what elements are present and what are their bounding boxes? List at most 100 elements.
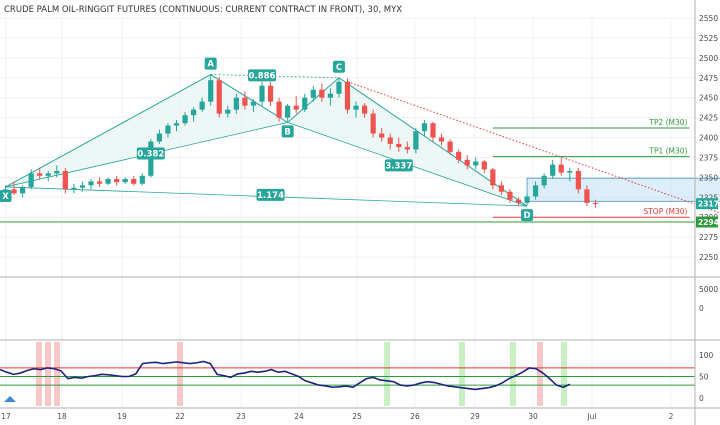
candle-body[interactable] xyxy=(550,164,556,176)
osc-highlight-red xyxy=(177,342,183,406)
price-tick-label: 2500 xyxy=(699,54,718,63)
candle-body[interactable] xyxy=(507,191,513,200)
price-tick-label: 2350 xyxy=(699,173,718,182)
candle-body[interactable] xyxy=(233,97,239,110)
candle-body[interactable] xyxy=(20,186,26,194)
candle-body[interactable] xyxy=(156,133,162,142)
time-tick-label: Jul xyxy=(586,412,596,421)
candle-body[interactable] xyxy=(96,181,103,184)
candle-body[interactable] xyxy=(88,181,94,186)
price-tick-label: 2525 xyxy=(699,34,718,43)
price-tag xyxy=(696,216,718,228)
ratio-badge xyxy=(256,188,285,201)
candle-body[interactable] xyxy=(105,178,111,184)
candle-body[interactable] xyxy=(28,173,34,187)
candle-body[interactable] xyxy=(250,101,257,106)
price-tick-label: 2400 xyxy=(699,134,718,143)
candle-body[interactable] xyxy=(421,123,428,132)
osc-tick-label: 0 xyxy=(699,394,704,403)
candle-body[interactable] xyxy=(533,185,539,197)
time-tick-label: 25 xyxy=(352,412,362,421)
candle-body[interactable] xyxy=(387,137,393,144)
candle-body[interactable] xyxy=(515,199,522,203)
time-tick-label: 22 xyxy=(175,412,185,421)
candle-body[interactable] xyxy=(267,85,274,102)
candle-body[interactable] xyxy=(45,173,51,176)
candle-body[interactable] xyxy=(216,80,222,114)
ratio-label: 1.174 xyxy=(257,191,284,201)
candle-body[interactable] xyxy=(319,89,325,98)
candle-body[interactable] xyxy=(413,131,419,150)
candle-body[interactable] xyxy=(302,97,308,110)
osc-highlight-green xyxy=(459,342,465,406)
candle-body[interactable] xyxy=(344,81,351,110)
candle-body[interactable] xyxy=(456,151,462,160)
candle-body[interactable] xyxy=(242,97,248,106)
candle-body[interactable] xyxy=(362,105,368,114)
candle-body[interactable] xyxy=(276,101,282,118)
candle-body[interactable] xyxy=(225,109,231,114)
candle-body[interactable] xyxy=(524,196,530,203)
candle-body[interactable] xyxy=(131,178,137,184)
candle-body[interactable] xyxy=(293,105,299,110)
candle-body[interactable] xyxy=(379,133,385,138)
candle-body[interactable] xyxy=(11,189,17,194)
candle-body[interactable] xyxy=(464,159,470,166)
candle-body[interactable] xyxy=(592,202,599,204)
candle-body[interactable] xyxy=(575,171,581,190)
candle-body[interactable] xyxy=(62,171,68,190)
stop-level-label: STOP (M30) xyxy=(643,207,687,216)
candle-body[interactable] xyxy=(353,105,359,110)
candle-body[interactable] xyxy=(558,164,564,173)
candle-body[interactable] xyxy=(447,141,453,152)
time-tick-label: 24 xyxy=(294,412,304,421)
time-tick-label: 19 xyxy=(117,412,127,421)
candle-body[interactable] xyxy=(541,175,547,186)
candle-body[interactable] xyxy=(336,81,342,94)
candle-body[interactable] xyxy=(310,89,316,98)
volume-tick-label: 0 xyxy=(699,304,704,313)
candle-body[interactable] xyxy=(79,185,86,188)
ratio-badge xyxy=(384,159,413,172)
candle-body[interactable] xyxy=(208,80,214,102)
candle-body[interactable] xyxy=(396,143,402,148)
price-tick-label: 2550 xyxy=(699,14,718,23)
volume-pane: 0 5000 xyxy=(699,285,718,313)
candle-body[interactable] xyxy=(71,187,77,190)
candle-body[interactable] xyxy=(114,178,120,183)
candle-body[interactable] xyxy=(122,178,128,183)
candle-body[interactable] xyxy=(584,189,590,203)
candle-body[interactable] xyxy=(498,185,504,192)
candle-body[interactable] xyxy=(473,161,479,166)
candle-body[interactable] xyxy=(54,171,60,174)
time-tick-label: 18 xyxy=(57,412,67,421)
candle-body[interactable] xyxy=(165,125,171,134)
candle-body[interactable] xyxy=(490,169,496,186)
candle-body[interactable] xyxy=(182,115,188,124)
candle-body[interactable] xyxy=(191,109,197,116)
candle-body[interactable] xyxy=(327,93,333,98)
candle-body[interactable] xyxy=(259,85,265,102)
candle-body[interactable] xyxy=(173,123,180,126)
candle-body[interactable] xyxy=(370,113,376,134)
candle-body[interactable] xyxy=(430,123,436,138)
logo-icon xyxy=(4,396,16,402)
candle-body[interactable] xyxy=(139,175,145,184)
candle-body[interactable] xyxy=(438,137,445,142)
candle-body[interactable] xyxy=(567,171,573,173)
price-tick-label: 2475 xyxy=(699,74,718,83)
pattern-point-badge xyxy=(204,57,217,70)
candle-body[interactable] xyxy=(285,105,291,118)
candle-body[interactable] xyxy=(199,101,205,110)
price-levels: TP2 (M30) TP1 (M30) STOP (M30) xyxy=(0,118,695,223)
osc-highlight-green xyxy=(384,342,390,406)
entry-zone-box xyxy=(526,177,720,202)
candle-body[interactable] xyxy=(404,147,410,150)
candle-body[interactable] xyxy=(481,161,487,170)
trendline xyxy=(347,81,720,214)
candle-body[interactable] xyxy=(37,173,43,176)
price-tick-label: 2425 xyxy=(699,114,718,123)
osc-highlight-red xyxy=(36,342,42,406)
ratio-badge xyxy=(248,69,276,82)
